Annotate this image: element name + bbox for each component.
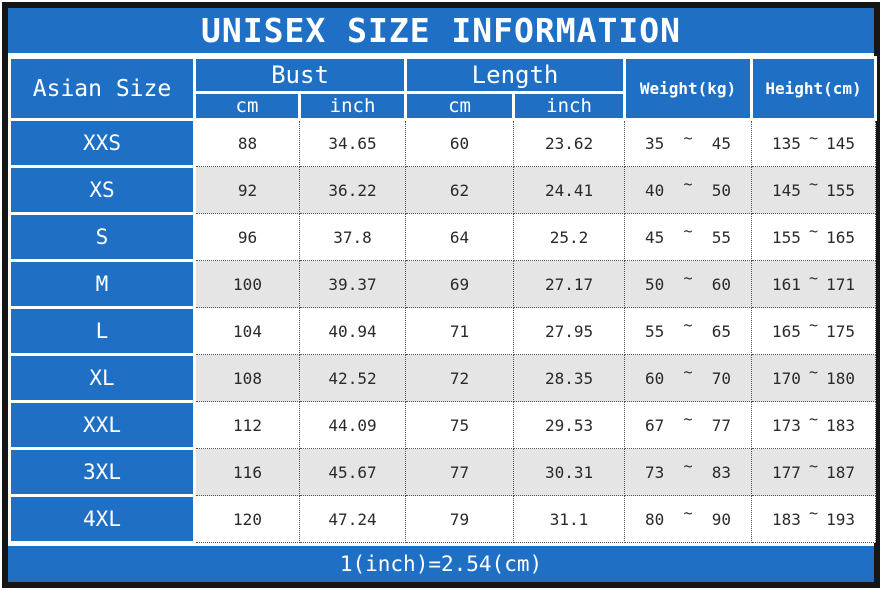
bust-cm-cell: 104 (194, 307, 300, 355)
column-header-bust-cm: cm (193, 91, 301, 121)
chart-title: UNISEX SIZE INFORMATION (8, 8, 874, 56)
table-row: 4XL 120 47.24 79 31.1 80 ~90 183 ~193 (8, 494, 877, 544)
conversion-note: 1(inch)=2.54(cm) (8, 544, 874, 582)
bust-inch-cell: 36.22 (298, 166, 407, 214)
length-inch-cell: 30.31 (513, 448, 626, 496)
table-row: 3XL 116 45.67 77 30.31 73 ~83 177 ~187 (8, 447, 877, 497)
bust-cm-cell: 112 (194, 401, 300, 449)
length-inch-cell: 23.62 (513, 119, 626, 167)
bust-cm-cell: 96 (194, 213, 300, 261)
length-cm-cell: 72 (405, 354, 515, 402)
weight-range-cell: 35 ~45 (624, 119, 753, 167)
weight-range-cell: 40 ~50 (624, 166, 753, 214)
column-header-length-cm: cm (404, 91, 516, 121)
height-range-cell: 173 ~183 (751, 401, 877, 449)
column-header-height: Height(cm) (750, 56, 878, 121)
bust-cm-cell: 88 (194, 119, 300, 167)
length-cm-cell: 77 (405, 448, 515, 496)
size-cell: 3XL (8, 447, 196, 497)
bust-inch-cell: 34.65 (298, 119, 407, 167)
weight-range-cell: 50 ~60 (624, 260, 753, 308)
table-row: M 100 39.37 69 27.17 50 ~60 161 ~171 (8, 259, 877, 309)
size-cell: XXL (8, 400, 196, 450)
table-row: S 96 37.8 64 25.2 45 ~55 155 ~165 (8, 212, 877, 262)
size-cell: XL (8, 353, 196, 403)
height-range-cell: 165 ~175 (751, 307, 877, 355)
length-inch-cell: 27.17 (513, 260, 626, 308)
column-header-length: Length (404, 56, 627, 94)
column-header-asian-size: Asian Size (8, 56, 196, 121)
length-inch-cell: 28.35 (513, 354, 626, 402)
height-range-cell: 135 ~145 (751, 119, 877, 167)
length-inch-cell: 31.1 (513, 495, 626, 543)
weight-range-cell: 60 ~70 (624, 354, 753, 402)
weight-range-cell: 67 ~77 (624, 401, 753, 449)
weight-range-cell: 55 ~65 (624, 307, 753, 355)
length-cm-cell: 64 (405, 213, 515, 261)
length-inch-cell: 27.95 (513, 307, 626, 355)
bust-cm-cell: 120 (194, 495, 300, 543)
table-body: XXS 88 34.65 60 23.62 35 ~45 135 ~145 XS 92 36.22 62… (8, 118, 877, 544)
size-cell: L (8, 306, 196, 356)
height-range-cell: 161 ~171 (751, 260, 877, 308)
size-cell: S (8, 212, 196, 262)
bust-inch-cell: 47.24 (298, 495, 407, 543)
size-cell: M (8, 259, 196, 309)
size-cell: XS (8, 165, 196, 215)
height-range-cell: 177 ~187 (751, 448, 877, 496)
length-cm-cell: 79 (405, 495, 515, 543)
bust-inch-cell: 42.52 (298, 354, 407, 402)
column-header-bust: Bust (192, 56, 408, 94)
length-cm-cell: 71 (405, 307, 515, 355)
height-range-cell: 170 ~180 (751, 354, 877, 402)
length-cm-cell: 75 (405, 401, 515, 449)
weight-range-cell: 45 ~55 (624, 213, 753, 261)
weight-range-cell: 73 ~83 (624, 448, 753, 496)
bust-inch-cell: 40.94 (298, 307, 407, 355)
bust-inch-cell: 45.67 (298, 448, 407, 496)
column-header-bust-inch: inch (297, 91, 408, 121)
bust-cm-cell: 116 (194, 448, 300, 496)
length-cm-cell: 62 (405, 166, 515, 214)
length-cm-cell: 69 (405, 260, 515, 308)
bust-cm-cell: 100 (194, 260, 300, 308)
table-row: XXL 112 44.09 75 29.53 67 ~77 173 ~183 (8, 400, 877, 450)
table-header: Asian Size Bust Length Weight(kg) Height… (8, 56, 878, 121)
bust-inch-cell: 44.09 (298, 401, 407, 449)
table-row: XL 108 42.52 72 28.35 60 ~70 170 ~180 (8, 353, 877, 403)
weight-range-cell: 80 ~90 (624, 495, 753, 543)
length-cm-cell: 60 (405, 119, 515, 167)
bust-cm-cell: 92 (194, 166, 300, 214)
table-row: L 104 40.94 71 27.95 55 ~65 165 ~175 (8, 306, 877, 356)
size-cell: 4XL (8, 494, 196, 544)
size-cell: XXS (8, 118, 196, 168)
column-header-weight: Weight(kg) (623, 56, 754, 121)
height-range-cell: 145 ~155 (751, 166, 877, 214)
column-header-length-inch: inch (512, 91, 627, 121)
length-inch-cell: 29.53 (513, 401, 626, 449)
length-inch-cell: 24.41 (513, 166, 626, 214)
table-row: XXS 88 34.65 60 23.62 35 ~45 135 ~145 (8, 118, 877, 168)
bust-inch-cell: 37.8 (298, 213, 407, 261)
height-range-cell: 155 ~165 (751, 213, 877, 261)
size-table: Asian Size Bust Length Weight(kg) Height… (8, 56, 878, 544)
bust-inch-cell: 39.37 (298, 260, 407, 308)
bust-cm-cell: 108 (194, 354, 300, 402)
height-range-cell: 183 ~193 (751, 495, 877, 543)
table-row: XS 92 36.22 62 24.41 40 ~50 145 ~155 (8, 165, 877, 215)
length-inch-cell: 25.2 (513, 213, 626, 261)
